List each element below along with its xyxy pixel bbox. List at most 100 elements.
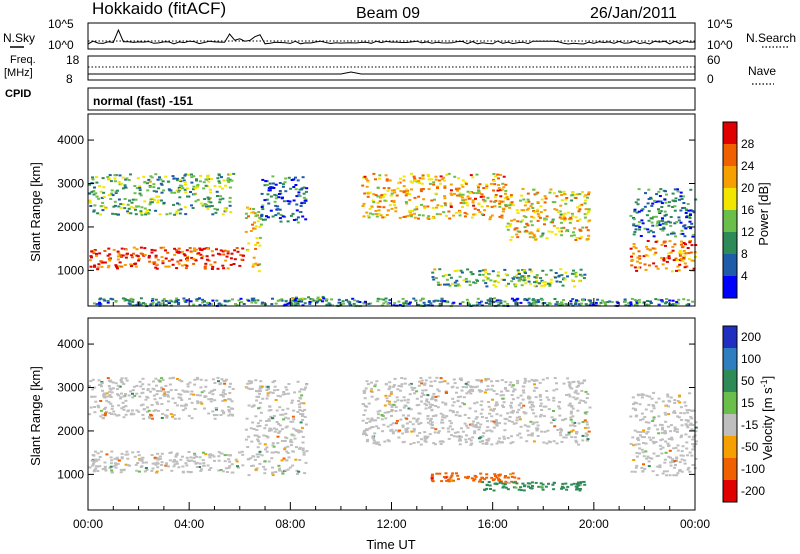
heatmap-cell [594,301,598,304]
heatmap-cell [679,195,683,198]
heatmap-cell [204,204,208,206]
heatmap-cell [470,388,474,391]
heatmap-cell [508,383,512,386]
heatmap-cell [426,435,430,438]
heatmap-cell [325,299,328,302]
heatmap-cell [674,235,677,238]
heatmap-cell [509,473,512,476]
colorbar-segment [723,348,737,371]
heatmap-cell [574,275,578,278]
heatmap-cell [648,249,652,252]
heatmap-cell [171,377,175,380]
heatmap-cell [229,382,232,385]
heatmap-cell [448,478,451,481]
heatmap-cell [251,299,255,302]
heatmap-cell [571,421,575,424]
heatmap-cell [682,225,686,228]
heatmap-cell [560,194,564,196]
heatmap-cell [528,396,532,399]
heatmap-cell [189,300,193,303]
heatmap-cell [195,299,199,302]
heatmap-cell [552,224,556,227]
heatmap-cell [322,297,326,300]
heatmap-cell [688,392,692,395]
heatmap-cell [204,395,208,398]
heatmap-cell [366,214,370,217]
heatmap-cell [148,186,152,188]
heatmap-cell [147,212,151,215]
heatmap-cell [465,434,468,437]
heatmap-cell [472,281,476,284]
heatmap-cell [293,300,297,303]
heatmap-cell [676,444,680,447]
heatmap-cell [530,485,534,487]
heatmap-cell [337,298,341,301]
heatmap-cell [453,431,457,434]
heatmap-cell [587,211,591,213]
heatmap-cell [364,177,368,180]
heatmap-cell [397,436,401,439]
heatmap-cell [510,297,514,300]
heatmap-cell [292,178,296,181]
heatmap-cell [182,253,186,256]
heatmap-cell [511,384,515,387]
heatmap-cell [584,199,588,202]
heatmap-cell [500,216,504,219]
heatmap-cell [402,185,406,188]
heatmap-cell [494,403,498,406]
heatmap-cell [552,440,556,443]
heatmap-cell [206,301,210,304]
heatmap-cell [119,471,123,474]
heatmap-cell [155,267,159,270]
heatmap-cell [673,429,677,432]
heatmap-cell [159,246,163,249]
heatmap-cell [202,300,206,303]
heatmap-cell [527,380,531,383]
heatmap-cell [106,377,110,380]
heatmap-cell [643,263,647,266]
heatmap-cell [543,209,547,212]
heatmap-cell [250,440,254,443]
heatmap-cell [533,235,537,238]
heatmap-cell [371,199,375,202]
heatmap-cell [669,224,673,227]
heatmap-cell [540,298,544,301]
heatmap-cell [604,303,608,306]
colorbar-segment [723,232,737,255]
heatmap-cell [254,301,258,304]
heatmap-cell [510,420,514,423]
heatmap-cell [453,270,457,272]
heatmap-cell [425,404,428,407]
heatmap-cell [556,227,560,230]
heatmap-cell [411,388,415,391]
heatmap-cell [152,190,156,193]
heatmap-cell [367,216,371,219]
heatmap-cell [367,402,371,405]
heatmap-cell [300,188,304,191]
heatmap-cell [156,462,160,465]
heatmap-cell [530,224,534,227]
heatmap-cell [386,425,390,428]
heatmap-cell [643,436,646,439]
heatmap-cell [571,191,575,193]
heatmap-cell [638,228,641,231]
heatmap-cell [426,217,430,220]
heatmap-cell [177,417,181,420]
heatmap-cell [634,466,638,469]
heatmap-cell [278,430,282,433]
heatmap-cell [370,381,373,384]
heatmap-cell [406,302,410,305]
heatmap-cell [130,201,134,204]
heatmap-cell [413,177,417,180]
heatmap-cell [409,215,413,218]
heatmap-cell [687,252,691,255]
heatmap-cell [207,180,211,183]
heatmap-cell [476,209,480,211]
heatmap-cell [651,247,655,250]
heatmap-cell [261,301,264,304]
heatmap-cell [284,300,288,303]
heatmap-cell [173,213,177,216]
heatmap-cell [147,254,151,257]
heatmap-cell [552,389,556,392]
heatmap-cell [483,488,487,491]
